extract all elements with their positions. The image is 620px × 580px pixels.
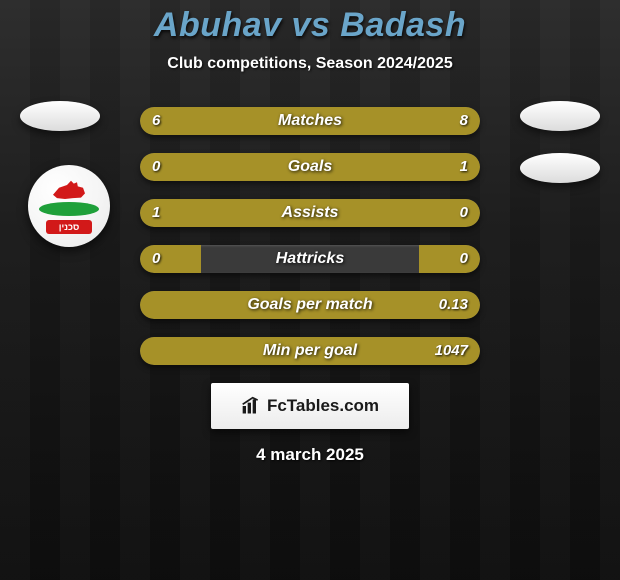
infographic-container: Abuhav vs Badash Club competitions, Seas…	[0, 0, 620, 580]
player-right-badge-2	[520, 153, 600, 183]
stat-row: 01Goals	[140, 153, 480, 181]
page-subtitle: Club competitions, Season 2024/2025	[0, 55, 620, 73]
stat-label: Assists	[140, 199, 480, 227]
stat-label: Hattricks	[140, 245, 480, 273]
player-left-badge	[20, 101, 100, 131]
chart-area: סכנין 68Matches 01Goals 10Assists 00Hattric…	[0, 107, 620, 465]
branding-box: FcTables.com	[211, 383, 409, 429]
team-crest: סכנין	[28, 165, 110, 247]
stat-row: 0.13Goals per match	[140, 291, 480, 319]
stat-row: 1047Min per goal	[140, 337, 480, 365]
stat-label: Min per goal	[140, 337, 480, 365]
crest-field-icon	[39, 202, 99, 216]
stat-label: Goals per match	[140, 291, 480, 319]
stat-label: Goals	[140, 153, 480, 181]
stat-row: 10Assists	[140, 199, 480, 227]
date-label: 4 march 2025	[0, 445, 620, 465]
page-title: Abuhav vs Badash	[0, 6, 620, 45]
player-right-badge-1	[520, 101, 600, 131]
chart-icon	[241, 396, 261, 416]
crest-text: סכנין	[46, 220, 92, 234]
stat-row: 68Matches	[140, 107, 480, 135]
stat-row: 00Hattricks	[140, 245, 480, 273]
brand-text: FcTables.com	[267, 396, 379, 416]
stat-label: Matches	[140, 107, 480, 135]
stat-bars: 68Matches 01Goals 10Assists 00Hattricks 0.13…	[140, 107, 480, 365]
